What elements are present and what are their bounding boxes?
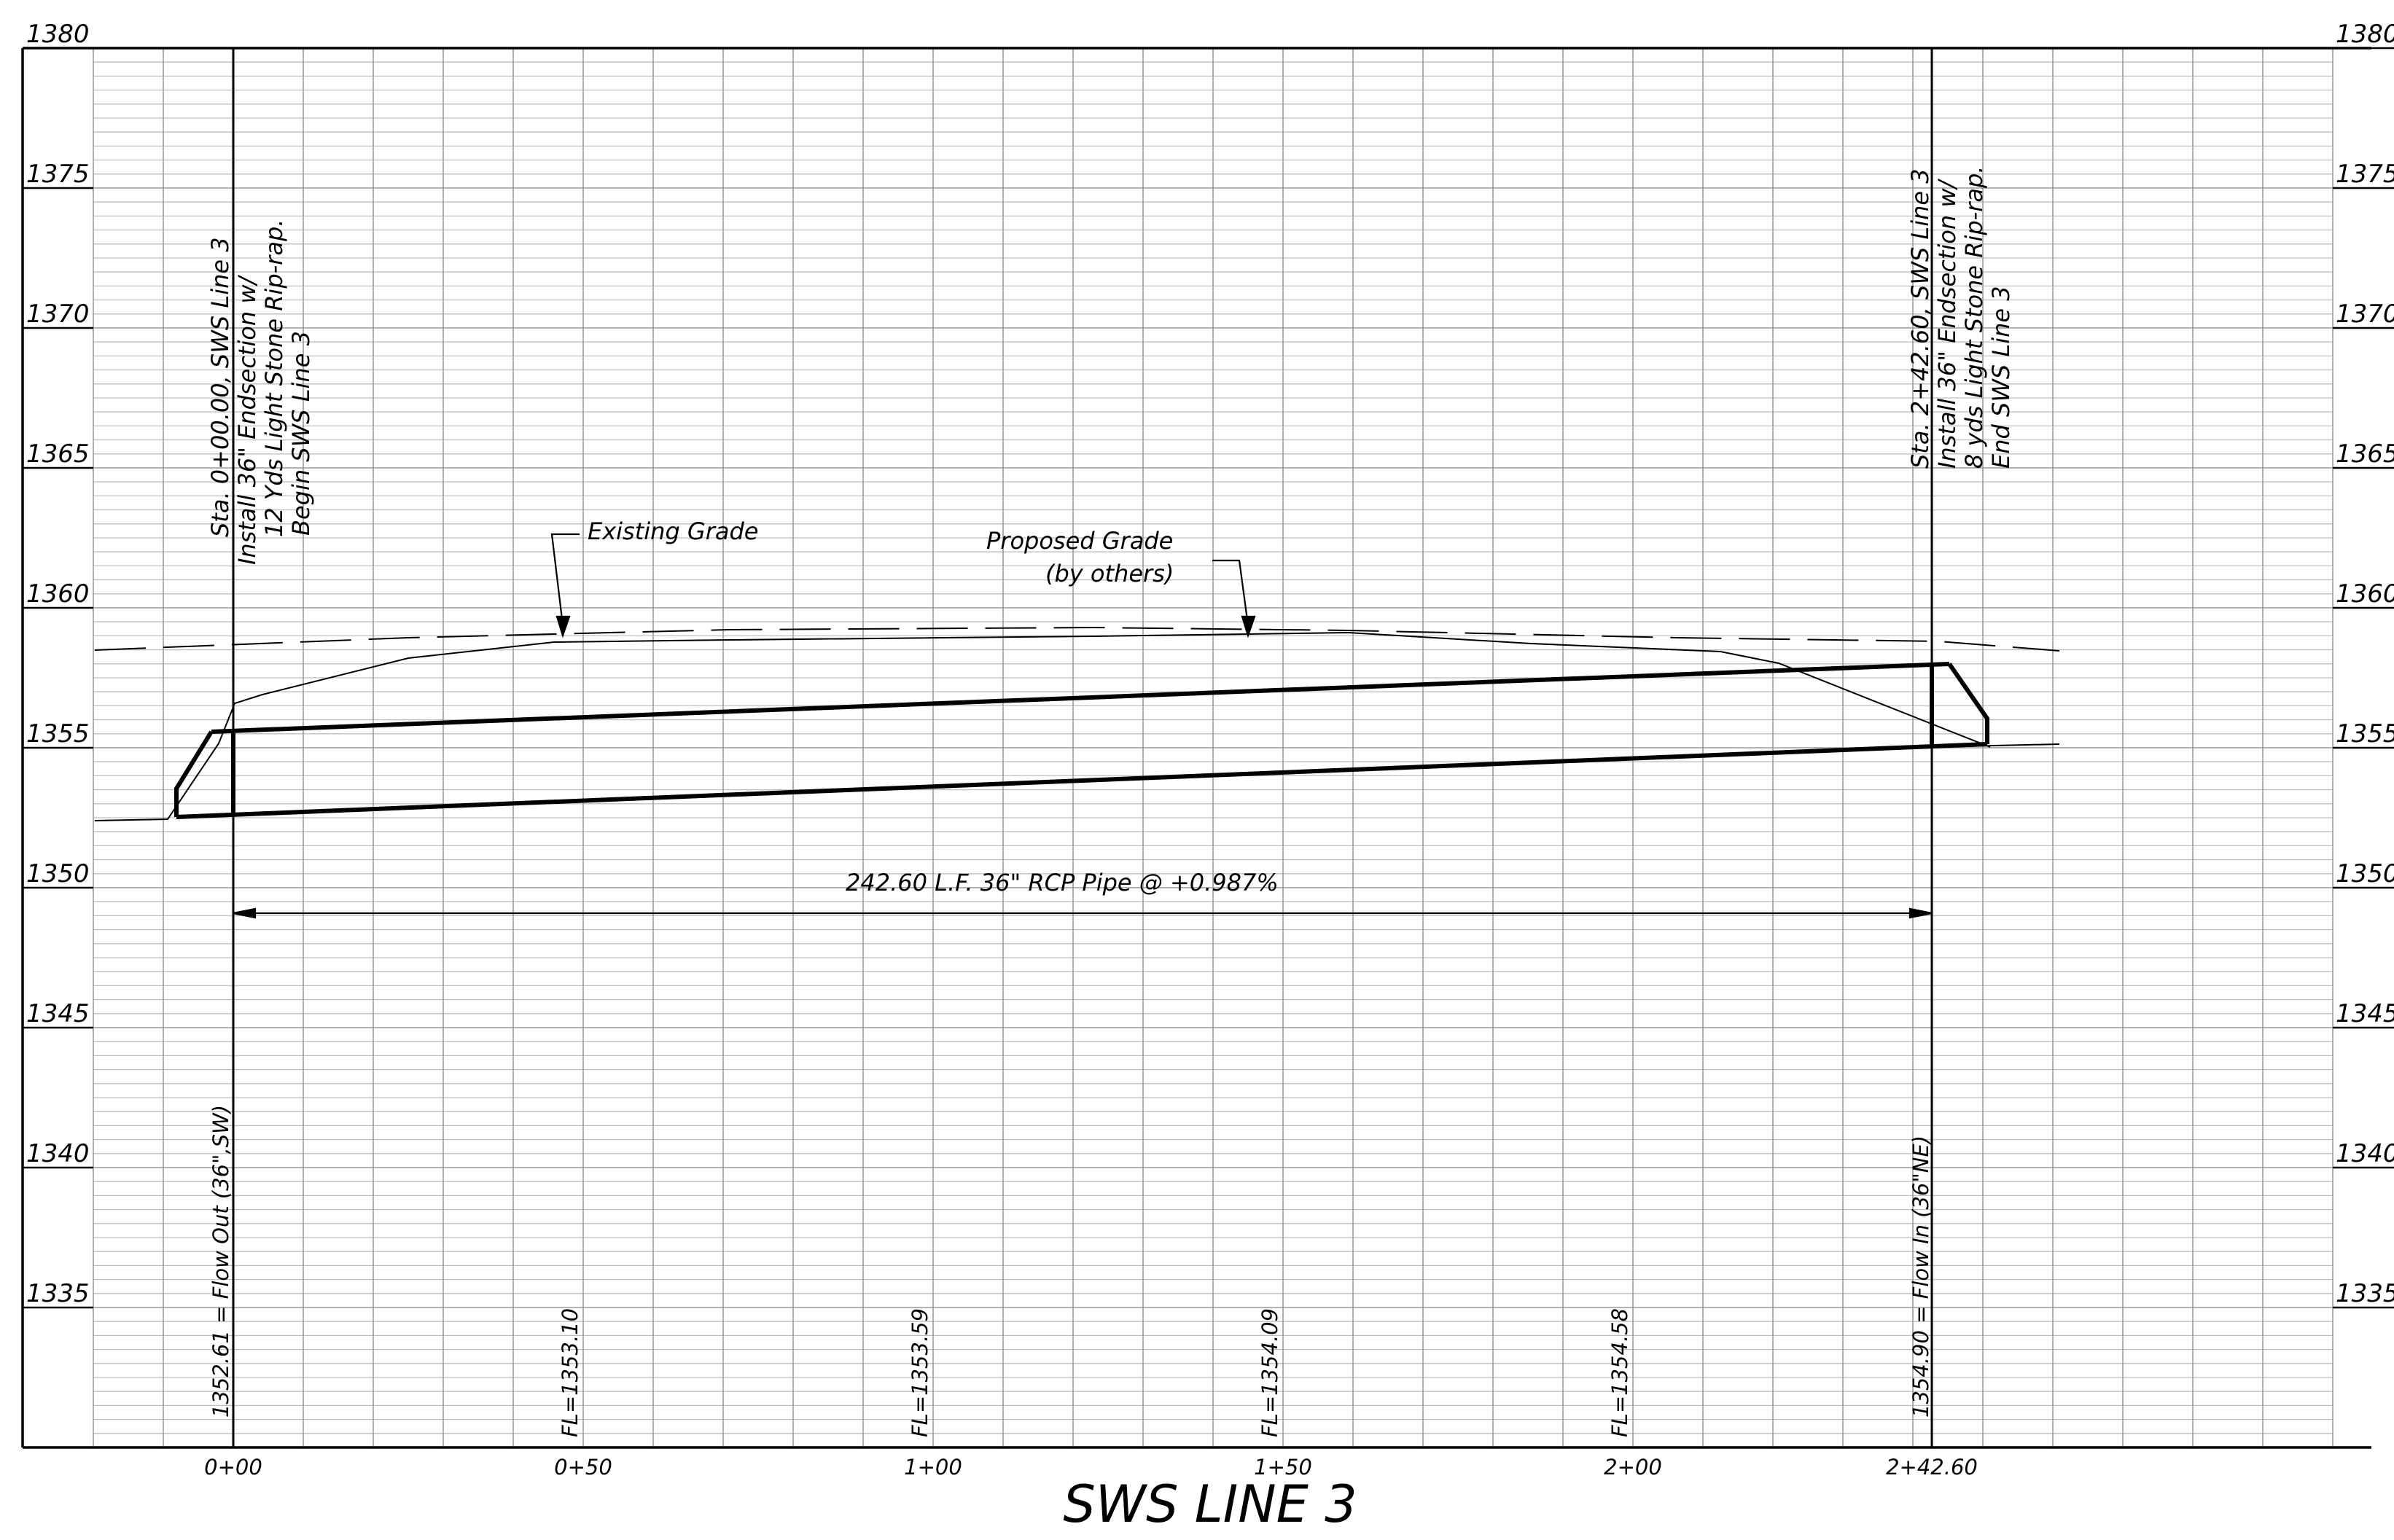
- elevation-label: 1345: [26, 999, 90, 1028]
- elevation-label: 1335: [2336, 1279, 2394, 1308]
- proposed-grade-label-2: (by others): [1045, 560, 1174, 587]
- elevation-label: 1355: [26, 719, 90, 748]
- elevation-axis-left: 1380 1375 1370 1365 1360 1355 1350 1345 …: [26, 20, 90, 1308]
- flowline-label: FL=1354.09: [1258, 1308, 1282, 1437]
- svg-text:Install 36" Endsection w/: Install 36" Endsection w/: [1933, 178, 1961, 469]
- elevation-label: 1375: [26, 160, 90, 189]
- svg-text:8 yds Light Stone Rip-rap.: 8 yds Light Stone Rip-rap.: [1960, 166, 1988, 469]
- station-axis: 0+00 0+50 1+00 1+50 2+00 2+42.60: [204, 1455, 1978, 1480]
- elevation-label: 1375: [2336, 160, 2394, 189]
- elevation-label: 1380: [2336, 20, 2394, 49]
- elevation-label: 1350: [2336, 859, 2394, 888]
- existing-grade-line: [94, 631, 1991, 821]
- proposed-grade-line: [94, 626, 2060, 652]
- flow-out-label: 1352.61 = Flow Out (36",SW): [208, 1105, 233, 1418]
- flowline-label: FL=1353.59: [908, 1308, 932, 1437]
- begin-endsection: [174, 730, 214, 817]
- svg-text:Begin SWS Line 3: Begin SWS Line 3: [287, 331, 315, 536]
- elevation-label: 1340: [2336, 1139, 2394, 1168]
- station-label: 1+00: [904, 1455, 962, 1480]
- station-label: 0+00: [204, 1455, 262, 1480]
- station-label: 2+42.60: [1886, 1455, 1978, 1480]
- flowline-label: FL=1354.58: [1607, 1308, 1632, 1437]
- elevation-label: 1335: [26, 1279, 90, 1308]
- pipe-invert: [176, 742, 1988, 819]
- elevation-tick-rules: [23, 47, 2394, 1309]
- elevation-label: 1365: [2336, 439, 2394, 469]
- elevation-label: 1360: [2336, 579, 2394, 609]
- pipe-crown: [211, 662, 1950, 734]
- elevation-label: 1340: [26, 1139, 90, 1168]
- svg-text:Sta. 2+42.60, SWS Line 3: Sta. 2+42.60, SWS Line 3: [1906, 168, 1934, 469]
- elevation-label: 1380: [26, 20, 90, 49]
- svg-text:Install 36" Endsection w/: Install 36" Endsection w/: [233, 274, 261, 565]
- pipe-length-label: 242.60 L.F. 36" RCP Pipe @ +0.987%: [846, 869, 1279, 896]
- begin-station-note: Sta. 0+00.00, SWS Line 3 Install 36" End…: [206, 219, 315, 565]
- existing-grade-label: Existing Grade: [588, 517, 758, 545]
- station-label: 2+00: [1604, 1455, 1662, 1480]
- elevation-label: 1345: [2336, 999, 2394, 1028]
- station-label: 1+50: [1254, 1455, 1312, 1480]
- elevation-label: 1370: [26, 300, 90, 329]
- flow-in-label: 1354.90 = Flow In (36"NE): [1908, 1136, 1933, 1418]
- svg-text:12 Yds Light Stone Rip-rap.: 12 Yds Light Stone Rip-rap.: [260, 219, 288, 537]
- proposed-grade-label: Proposed Grade: [986, 527, 1173, 555]
- elevation-label: 1370: [2336, 300, 2394, 329]
- end-station-note: Sta. 2+42.60, SWS Line 3 Install 36" End…: [1906, 166, 2015, 469]
- rcp-pipe: [174, 662, 1989, 819]
- elevation-label: 1365: [26, 439, 90, 469]
- elevation-axis-right: 1380 1375 1370 1365 1360 1355 1350 1345 …: [2336, 20, 2394, 1308]
- svg-text:Sta. 0+00.00, SWS Line 3: Sta. 0+00.00, SWS Line 3: [206, 237, 234, 537]
- svg-text:End SWS Line 3: End SWS Line 3: [1987, 286, 2015, 469]
- pipe-length-dimension: [233, 907, 1933, 919]
- grade-leaders: [550, 533, 1256, 638]
- drawing-title: SWS LINE 3: [1063, 1474, 1357, 1534]
- flowline-label: FL=1353.10: [558, 1308, 582, 1437]
- end-endsection: [1947, 662, 1989, 744]
- station-label: 0+50: [554, 1455, 612, 1480]
- elevation-label: 1360: [26, 579, 90, 609]
- elevation-label: 1350: [26, 859, 90, 888]
- elevation-label: 1355: [2336, 719, 2394, 748]
